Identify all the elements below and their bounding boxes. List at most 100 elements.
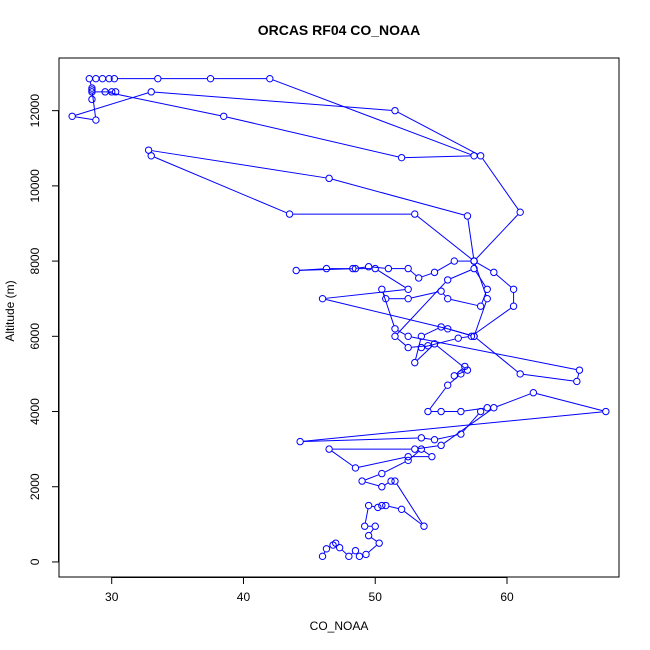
data-point <box>375 539 383 547</box>
series-segment <box>303 437 418 442</box>
series-segment <box>411 291 438 299</box>
data-point <box>85 74 94 83</box>
series-segment <box>272 79 471 156</box>
series-segment <box>405 155 471 159</box>
data-point <box>417 434 426 442</box>
data-point <box>430 268 439 277</box>
data-point <box>296 437 304 446</box>
data-point <box>108 88 116 96</box>
series-segment <box>365 481 379 487</box>
data-point <box>220 112 228 120</box>
series-segment <box>496 274 512 288</box>
data-point <box>424 342 432 350</box>
data-point <box>325 445 333 453</box>
data-point <box>404 452 412 461</box>
data-point <box>404 264 412 273</box>
data-point <box>325 174 333 183</box>
data-point <box>378 501 386 510</box>
series-segment <box>332 178 465 216</box>
data-point <box>463 212 472 220</box>
series-segment <box>467 219 475 258</box>
series-segment <box>75 92 149 116</box>
data-point <box>450 372 458 380</box>
data-point <box>154 74 162 83</box>
series-segment <box>397 338 406 346</box>
data-point <box>404 285 412 293</box>
series-segment <box>154 156 287 214</box>
series-segment <box>437 262 452 272</box>
series-segment <box>523 373 574 382</box>
data-point <box>391 477 399 485</box>
series-segment <box>358 456 405 468</box>
x-tick-label: 30 <box>105 590 119 604</box>
data-point <box>444 381 452 389</box>
data-point <box>362 550 370 559</box>
series-segment <box>227 116 399 158</box>
data-point <box>105 74 113 83</box>
data-point <box>88 88 96 96</box>
data-point <box>461 362 469 371</box>
series-segment <box>536 393 603 412</box>
x-axis-label: CO_NOAA <box>310 619 369 633</box>
data-point <box>335 543 344 552</box>
data-point <box>378 483 386 491</box>
data-point <box>364 501 373 510</box>
data-point <box>602 407 610 416</box>
data-point <box>437 441 445 450</box>
series-segment <box>325 299 445 329</box>
data-point <box>92 74 100 83</box>
series-segment <box>396 483 423 524</box>
data-point <box>351 264 360 273</box>
series-segment <box>389 505 399 509</box>
series-segment <box>462 369 464 372</box>
series-segment <box>365 474 379 481</box>
series-segment <box>370 528 374 534</box>
series-segment <box>154 91 392 111</box>
data-point <box>463 366 472 374</box>
data-point <box>428 452 436 461</box>
data-point <box>529 389 538 397</box>
data-point <box>322 545 331 553</box>
data-point <box>384 264 393 273</box>
data-point <box>371 264 379 273</box>
series-segment <box>450 269 472 279</box>
data-point <box>411 210 419 218</box>
data-point <box>417 445 426 453</box>
data-point <box>358 477 366 485</box>
data-point <box>371 522 379 530</box>
data-point <box>351 546 360 555</box>
series-segment <box>421 273 432 278</box>
series-segment <box>461 336 469 339</box>
data-point <box>437 287 445 295</box>
series-segment <box>476 214 519 259</box>
series-segment <box>382 292 385 296</box>
data-point <box>575 366 584 374</box>
series-segment <box>437 434 458 440</box>
data-point <box>411 445 419 453</box>
series-segment <box>356 266 366 269</box>
data-point <box>415 274 423 282</box>
data-point <box>391 332 399 341</box>
series-segment <box>436 345 466 369</box>
series-segment <box>496 393 531 407</box>
data-point <box>206 74 215 83</box>
series-segment <box>476 262 492 272</box>
data-point <box>437 407 445 416</box>
series-segment <box>323 551 326 554</box>
data-point <box>483 294 491 303</box>
y-tick-label: 6000 <box>28 323 42 350</box>
series-segment <box>384 482 389 486</box>
data-point <box>345 552 353 561</box>
data-point <box>364 263 373 271</box>
data-point <box>111 88 120 96</box>
series-segment <box>410 270 417 277</box>
data-point <box>378 285 386 293</box>
data-point <box>68 112 76 120</box>
data-point <box>476 302 485 310</box>
data-point <box>490 404 498 412</box>
chart-title: ORCAS RF04 CO_NOAA <box>258 22 421 38</box>
data-point <box>110 74 119 83</box>
data-point <box>437 323 445 331</box>
data-point <box>318 294 327 303</box>
